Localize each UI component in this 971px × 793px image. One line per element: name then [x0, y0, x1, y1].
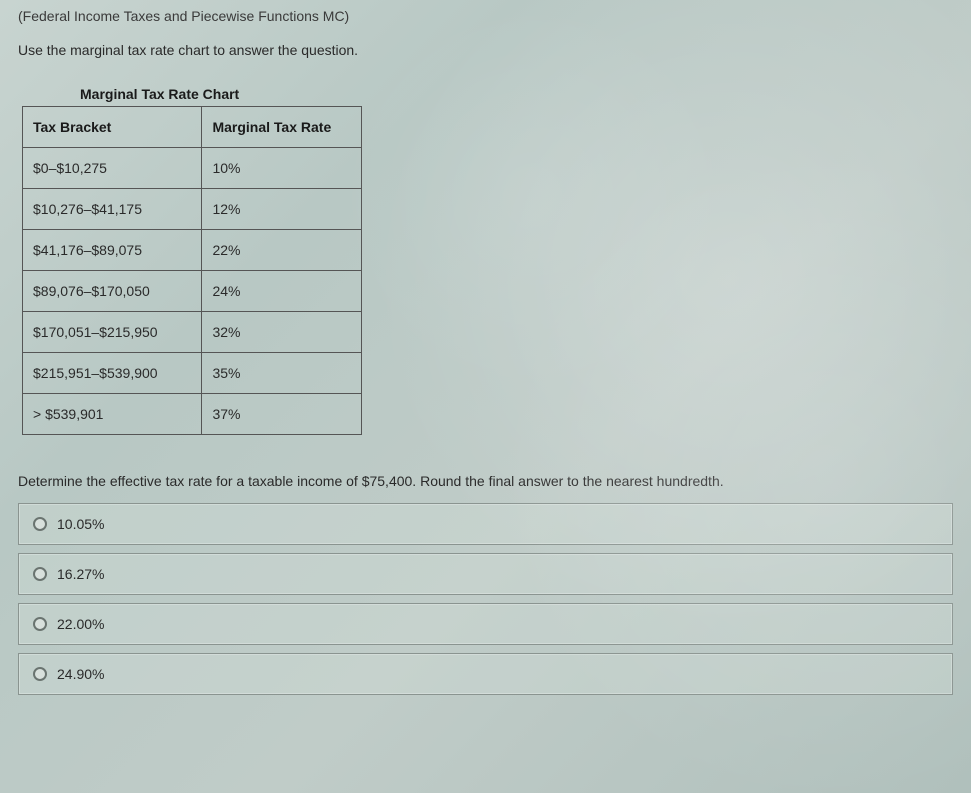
- answer-option-b[interactable]: 16.27%: [18, 553, 953, 595]
- table-header-row: Tax Bracket Marginal Tax Rate: [23, 107, 362, 148]
- cell-rate: 35%: [202, 353, 362, 394]
- table-row: $215,951–$539,90035%: [23, 353, 362, 394]
- radio-icon: [33, 567, 47, 581]
- cell-bracket: $41,176–$89,075: [23, 230, 202, 271]
- cell-rate: 32%: [202, 312, 362, 353]
- col-bracket: Tax Bracket: [23, 107, 202, 148]
- cell-rate: 22%: [202, 230, 362, 271]
- option-label: 10.05%: [57, 516, 104, 532]
- cell-bracket: $10,276–$41,175: [23, 189, 202, 230]
- table-row: $0–$10,27510%: [23, 148, 362, 189]
- cell-bracket: $0–$10,275: [23, 148, 202, 189]
- table-row: $89,076–$170,05024%: [23, 271, 362, 312]
- question-prompt: Determine the effective tax rate for a t…: [18, 473, 953, 489]
- answer-options: 10.05% 16.27% 22.00% 24.90%: [18, 503, 953, 695]
- option-label: 24.90%: [57, 666, 104, 682]
- tax-table: Tax Bracket Marginal Tax Rate $0–$10,275…: [22, 106, 362, 435]
- tax-table-title: Marginal Tax Rate Chart: [80, 86, 953, 102]
- cell-rate: 10%: [202, 148, 362, 189]
- cell-bracket: $170,051–$215,950: [23, 312, 202, 353]
- table-row: $41,176–$89,07522%: [23, 230, 362, 271]
- cell-rate: 37%: [202, 394, 362, 435]
- radio-icon: [33, 667, 47, 681]
- cell-rate: 24%: [202, 271, 362, 312]
- cell-bracket: $215,951–$539,900: [23, 353, 202, 394]
- table-row: $10,276–$41,17512%: [23, 189, 362, 230]
- answer-option-c[interactable]: 22.00%: [18, 603, 953, 645]
- answer-option-a[interactable]: 10.05%: [18, 503, 953, 545]
- cell-bracket: $89,076–$170,050: [23, 271, 202, 312]
- radio-icon: [33, 617, 47, 631]
- option-label: 16.27%: [57, 566, 104, 582]
- table-row: > $539,90137%: [23, 394, 362, 435]
- option-label: 22.00%: [57, 616, 104, 632]
- tax-table-wrap: Marginal Tax Rate Chart Tax Bracket Marg…: [22, 86, 953, 435]
- col-rate: Marginal Tax Rate: [202, 107, 362, 148]
- radio-icon: [33, 517, 47, 531]
- question-instruction: Use the marginal tax rate chart to answe…: [18, 42, 953, 58]
- cell-rate: 12%: [202, 189, 362, 230]
- table-row: $170,051–$215,95032%: [23, 312, 362, 353]
- cell-bracket: > $539,901: [23, 394, 202, 435]
- answer-option-d[interactable]: 24.90%: [18, 653, 953, 695]
- question-category: (Federal Income Taxes and Piecewise Func…: [18, 8, 953, 24]
